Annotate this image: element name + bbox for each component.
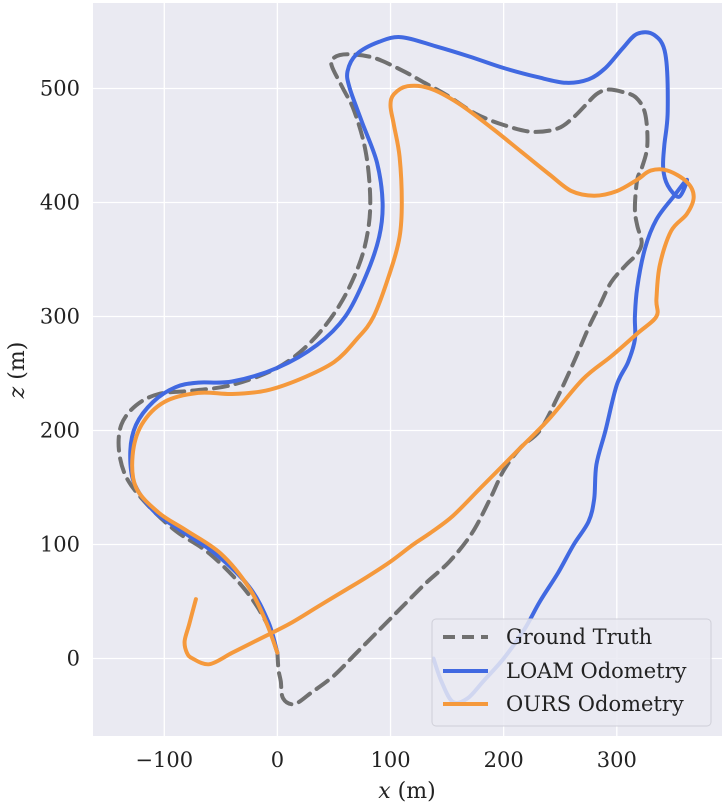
y-tick-label: 300 [40,304,80,328]
y-tick-label: 0 [67,646,80,670]
y-tick-label: 500 [40,76,80,100]
y-tick-labels: 0 100 200 300 400 500 [40,76,80,670]
legend-label-loam: LOAM Odometry [506,659,687,683]
series-loam-odometry [128,30,689,705]
x-tick-label: 100 [370,748,410,772]
x-tick-label: −100 [135,748,193,772]
y-tick-label: 100 [40,532,80,556]
legend-box [431,618,712,727]
x-tick-label: 0 [271,748,284,772]
legend-label-ground-truth: Ground Truth [506,625,652,649]
legend-label-ours: OURS Odometry [506,692,684,716]
y-tick-label: 200 [40,418,80,442]
series-ground-truth [116,52,650,707]
legend: Ground Truth LOAM Odometry OURS Odometry [431,618,712,727]
series-ours-odometry [130,83,696,667]
x-tick-label: 300 [597,748,637,772]
series-layer [116,30,696,707]
y-tick-label: 400 [40,190,80,214]
x-tick-label: 200 [484,748,524,772]
x-tick-labels: −100 0 100 200 300 [135,748,636,772]
x-axis-label: x (m) [378,779,435,804]
y-axis-label: z (m) [5,342,30,400]
